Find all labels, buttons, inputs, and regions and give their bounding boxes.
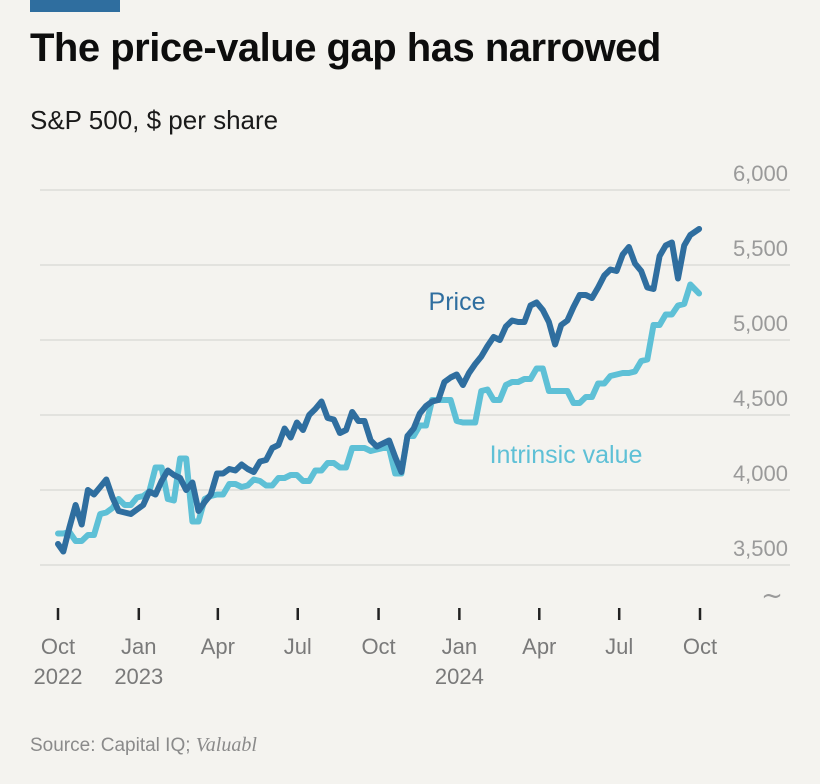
- series-annotations: Price Intrinsic value: [429, 288, 643, 469]
- x-tick-year-label: 2022: [34, 664, 83, 689]
- annotation-intrinsic-value: Intrinsic value: [490, 441, 643, 469]
- x-tick-label: Jan: [121, 634, 156, 659]
- y-tick-label: 4,000: [733, 461, 788, 486]
- x-tick-label: Oct: [41, 634, 75, 659]
- grid-lines: [40, 189, 790, 566]
- x-tick-label: Apr: [522, 634, 556, 659]
- x-tick-label: Jul: [284, 634, 312, 659]
- y-tick-label: 5,500: [733, 236, 788, 261]
- x-tick-label: Jul: [605, 634, 633, 659]
- y-axis: 3,500 4,000 4,500 5,000 5,500 6,000 ~: [733, 161, 788, 611]
- x-tick-year-label: 2024: [435, 664, 484, 689]
- y-tick-label: 5,000: [733, 311, 788, 336]
- x-tick-label: Oct: [361, 634, 395, 659]
- source-italic: Valuabl: [195, 734, 257, 756]
- x-tick-year-label: 2023: [114, 664, 163, 689]
- x-axis: Oct 2022 Jan 2023 Apr Jul Oct Jan 2024 Apr Jul Oct: [34, 608, 717, 689]
- annotation-price: Price: [429, 288, 486, 316]
- series-line-intrinsic-value: [55, 281, 703, 544]
- chart-subtitle: S&P 500, $ per share: [30, 105, 279, 135]
- source-note: Source: Capital IQ; Valuabl: [30, 734, 257, 757]
- y-tick-label: 4,500: [733, 386, 788, 411]
- x-tick-label: Jan: [442, 634, 477, 659]
- axis-break-icon: ~: [761, 581, 783, 611]
- y-tick-label: 6,000: [733, 161, 788, 186]
- x-tick-label: Apr: [201, 634, 235, 659]
- x-tick-label: Oct: [683, 634, 717, 659]
- chart-title: The price-value gap has narrowed: [30, 26, 661, 70]
- series-lines: [55, 226, 703, 555]
- source-prefix: Source: Capital IQ;: [30, 735, 196, 756]
- y-tick-label: 3,500: [733, 536, 788, 561]
- series-line-price: [55, 226, 703, 555]
- accent-bar: [30, 0, 120, 12]
